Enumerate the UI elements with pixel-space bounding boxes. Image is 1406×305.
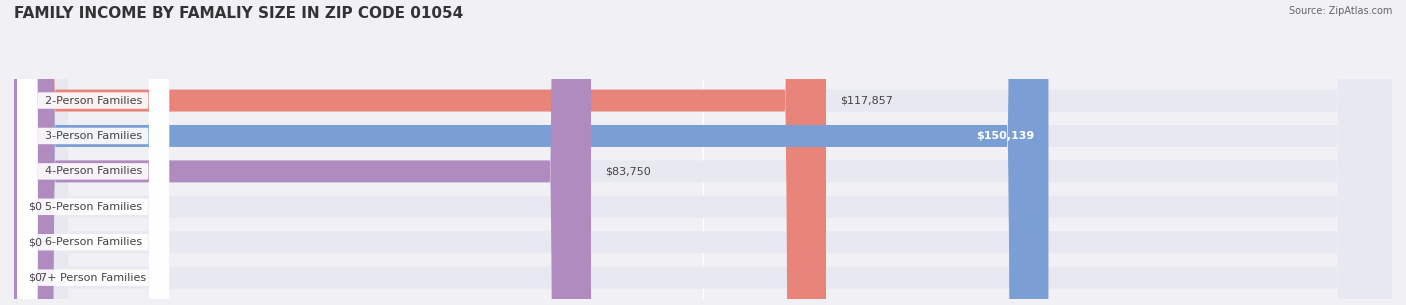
FancyBboxPatch shape <box>17 0 169 305</box>
FancyBboxPatch shape <box>14 0 591 305</box>
Text: Source: ZipAtlas.com: Source: ZipAtlas.com <box>1288 6 1392 16</box>
FancyBboxPatch shape <box>14 0 1392 305</box>
Text: $0: $0 <box>28 202 42 212</box>
Text: 5-Person Families: 5-Person Families <box>45 202 142 212</box>
Text: 2-Person Families: 2-Person Families <box>45 95 142 106</box>
Text: $0: $0 <box>28 237 42 247</box>
FancyBboxPatch shape <box>17 0 169 305</box>
FancyBboxPatch shape <box>17 0 169 305</box>
FancyBboxPatch shape <box>14 0 825 305</box>
FancyBboxPatch shape <box>14 0 1049 305</box>
Text: 4-Person Families: 4-Person Families <box>45 167 142 176</box>
Text: $117,857: $117,857 <box>839 95 893 106</box>
Text: FAMILY INCOME BY FAMALIY SIZE IN ZIP CODE 01054: FAMILY INCOME BY FAMALIY SIZE IN ZIP COD… <box>14 6 464 21</box>
FancyBboxPatch shape <box>14 0 1392 305</box>
Text: 3-Person Families: 3-Person Families <box>45 131 142 141</box>
Text: $83,750: $83,750 <box>605 167 651 176</box>
FancyBboxPatch shape <box>17 0 169 305</box>
Text: $0: $0 <box>28 273 42 283</box>
Text: 7+ Person Families: 7+ Person Families <box>41 273 146 283</box>
Text: $150,139: $150,139 <box>976 131 1035 141</box>
FancyBboxPatch shape <box>17 0 169 305</box>
FancyBboxPatch shape <box>14 0 1392 305</box>
FancyBboxPatch shape <box>14 0 1392 305</box>
FancyBboxPatch shape <box>14 0 1392 305</box>
FancyBboxPatch shape <box>14 0 1392 305</box>
FancyBboxPatch shape <box>17 0 169 305</box>
Text: 6-Person Families: 6-Person Families <box>45 237 142 247</box>
